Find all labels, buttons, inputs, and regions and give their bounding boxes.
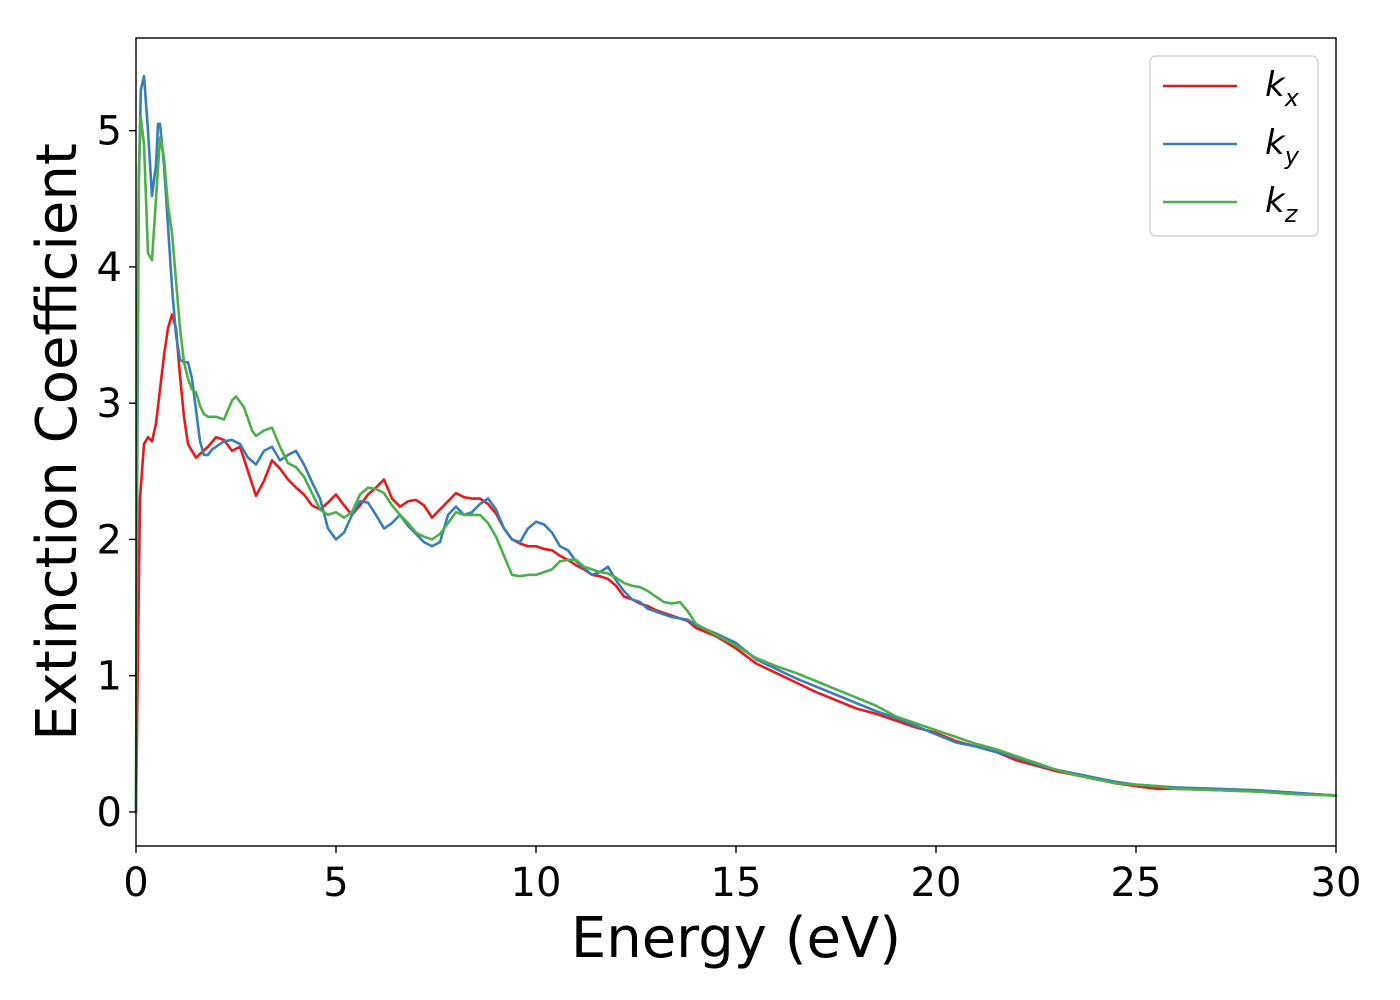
x-tick-label: 15 — [711, 860, 762, 906]
y-tick-label: 2 — [97, 517, 122, 563]
y-axis: 0 1 2 3 4 5 — [97, 109, 136, 836]
y-tick-label: 5 — [97, 109, 122, 155]
plot-area — [136, 38, 1336, 846]
x-tick-label: 10 — [511, 860, 562, 906]
x-tick-label: 25 — [1111, 860, 1162, 906]
x-tick-label: 30 — [1311, 860, 1362, 906]
series-line-y — [134, 74, 1338, 814]
y-tick-label: 4 — [97, 245, 122, 291]
series-layer — [134, 74, 1338, 814]
x-axis-title: Energy (eV) — [571, 906, 901, 971]
x-axis: 0 5 10 15 20 25 30 — [123, 846, 1361, 906]
y-axis-title: Extinction Coefficient — [25, 143, 90, 741]
x-tick-label: 0 — [123, 860, 148, 906]
x-tick-label: 5 — [323, 860, 348, 906]
y-tick-label: 3 — [97, 381, 122, 427]
y-tick-label: 1 — [97, 654, 122, 700]
series-line-z — [134, 115, 1338, 814]
legend-frame — [1149, 55, 1319, 237]
y-tick-label: 0 — [97, 790, 122, 836]
x-tick-label: 20 — [911, 860, 962, 906]
